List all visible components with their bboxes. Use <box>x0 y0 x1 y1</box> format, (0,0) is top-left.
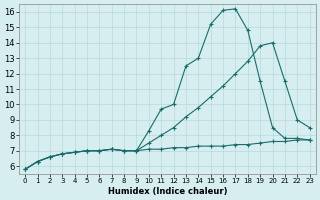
X-axis label: Humidex (Indice chaleur): Humidex (Indice chaleur) <box>108 187 227 196</box>
